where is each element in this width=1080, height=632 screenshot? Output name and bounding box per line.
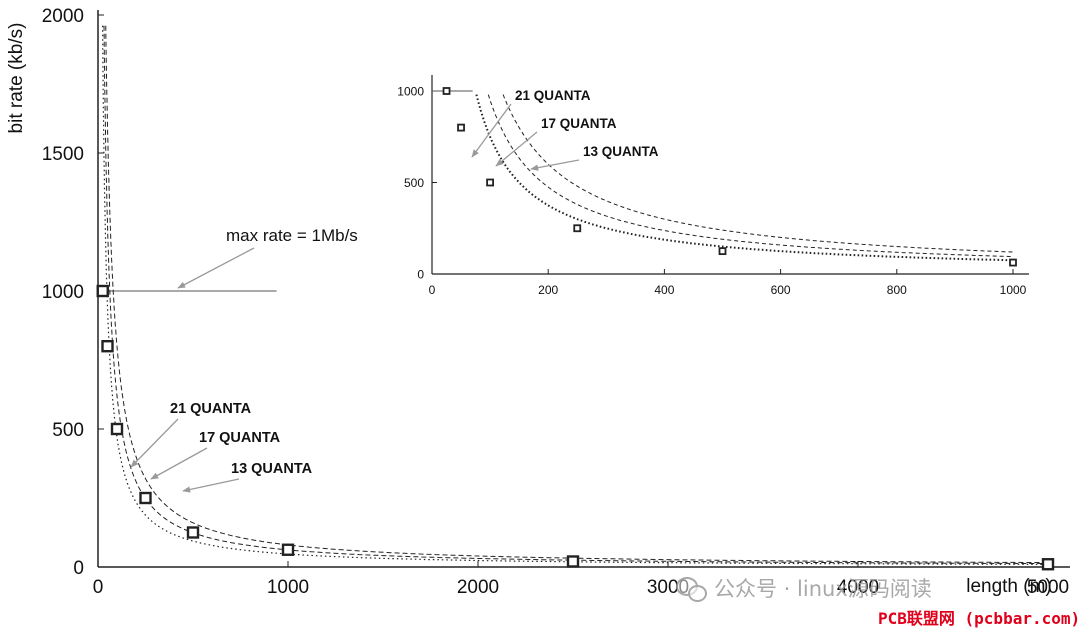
plot0-x-tick-label: 0 <box>93 577 104 598</box>
plot0-data-point <box>139 491 152 505</box>
wechat-icon <box>676 575 707 602</box>
plot0-x-tick-label: 1000 <box>267 577 309 598</box>
plot0-y-tick-label: 500 <box>52 420 84 441</box>
arrow-17-quanta <box>150 447 208 480</box>
watermark-text: 公众号 · linux源码阅读 <box>714 577 932 601</box>
plot1-data-point <box>442 87 451 95</box>
inset-arrow-21-quanta <box>471 103 512 158</box>
plot0-y-tick-label: 0 <box>73 558 84 579</box>
plot0-data-point <box>101 340 114 353</box>
plot1-y-tick-label: 1000 <box>397 84 424 98</box>
plot1-y-tick-label: 500 <box>404 176 424 190</box>
label-13-quanta: 13 QUANTA <box>231 461 313 477</box>
inset-label-17-quanta: 17 QUANTA <box>541 116 617 131</box>
inset-arrow-13-quanta <box>530 159 580 171</box>
plot1-curve-13-quanta <box>475 94 1014 262</box>
label-17-quanta: 17 QUANTA <box>199 430 281 446</box>
plot0-x-tick-label: 2000 <box>457 577 499 598</box>
plot1-data-point <box>486 178 495 187</box>
plot1-data-point <box>718 247 727 256</box>
arrow-13-quanta <box>182 478 240 493</box>
plot0-x-tick-label: 5000 <box>1027 577 1069 598</box>
plot0-data-point <box>1041 558 1055 571</box>
plot1-x-tick-label: 0 <box>429 283 436 297</box>
max-rate-label: max rate = 1Mb/s <box>226 226 358 245</box>
plot0-y-tick-label: 2000 <box>42 6 84 27</box>
plot1-x-tick-label: 600 <box>771 283 791 297</box>
plot0-data-point <box>281 543 295 556</box>
max-rate-arrow <box>177 247 255 289</box>
plot1-data-point <box>573 224 582 233</box>
label-21-quanta: 21 QUANTA <box>170 401 252 417</box>
plot0-data-point <box>186 526 200 539</box>
plot1-x-tick-label: 800 <box>887 283 907 297</box>
x-axis-title: length (m) <box>966 576 1052 597</box>
plot1-curve-17-quanta <box>487 94 1014 258</box>
plot1-data-point <box>1009 258 1017 267</box>
plot1-y-tick-label: 0 <box>417 267 424 281</box>
plot1-x-tick-label: 400 <box>654 283 674 297</box>
plot0-curve-17-quanta <box>103 25 1049 565</box>
inset-label-13-quanta: 13 QUANTA <box>583 144 659 159</box>
inset-label-21-quanta: 21 QUANTA <box>515 88 591 103</box>
arrow-21-quanta <box>130 418 179 468</box>
plot0-y-tick-label: 1500 <box>42 144 84 165</box>
inset-arrow-17-quanta <box>495 131 538 167</box>
plot0-data-point <box>110 422 124 436</box>
plot1-curve-21-quanta <box>502 94 1014 253</box>
plot0-y-tick-label: 1000 <box>42 282 84 303</box>
y-axis-title: bit rate (kb/s) <box>6 23 27 134</box>
plot0-x-tick-label: 4000 <box>837 577 879 598</box>
plot1-x-tick-label: 1000 <box>1000 283 1027 297</box>
plot0-data-point <box>96 284 109 298</box>
wechat-watermark: 公众号 · linux源码阅读 <box>676 571 932 605</box>
site-credit: PCB联盟网 (pcbbar.com) <box>878 609 1080 628</box>
plot1-data-point <box>457 123 465 132</box>
plot0-data-point <box>566 555 580 568</box>
plot0-curve-21-quanta <box>105 25 1049 564</box>
plot0-curve-13-quanta <box>101 25 1048 566</box>
plot1-x-tick-label: 200 <box>538 283 558 297</box>
